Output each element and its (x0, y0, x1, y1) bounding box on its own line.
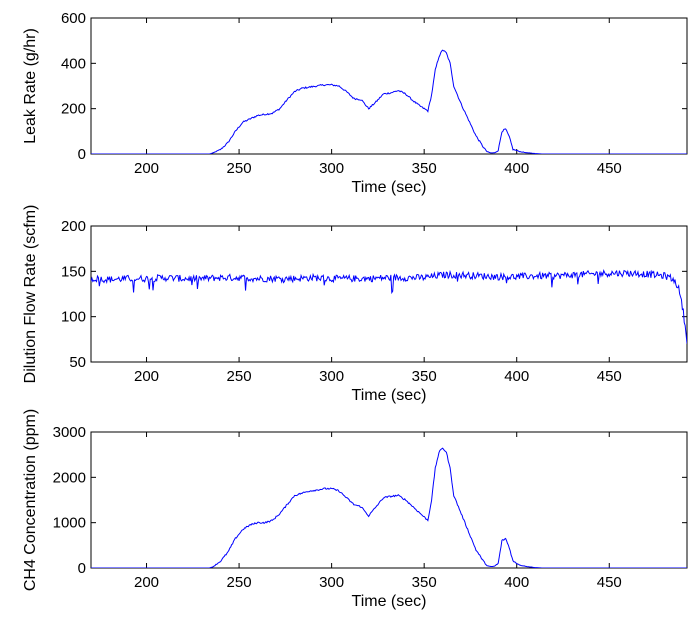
x-axis-label: Time (sec) (352, 593, 427, 610)
plot-frame (90, 225, 688, 363)
x-axis-label: Time (sec) (352, 387, 427, 404)
y-tick-label: 100 (61, 309, 86, 326)
series-line-leak-rate (91, 49, 687, 154)
y-tick-label: 3000 (53, 424, 86, 441)
y-tick-label: 150 (61, 263, 86, 280)
plot-frame (90, 431, 688, 569)
y-tick-label: 1000 (53, 515, 86, 532)
y-tick-label: 400 (61, 55, 86, 72)
y-axis-label: Dilution Flow Rate (scfm) (22, 205, 39, 384)
y-axis-label: CH4 Concentration (ppm) (22, 409, 39, 591)
y-axis-label: Leak Rate (g/hr) (22, 28, 39, 144)
chart-panel-leak-rate: 200 250 300 350 400 450 0 200 400 600 Time (sec) Le… (22, 10, 688, 196)
x-tick-label: 250 (227, 574, 252, 591)
x-tick-label: 250 (227, 160, 252, 177)
x-tick-label: 300 (319, 160, 344, 177)
x-tick-label: 400 (504, 160, 529, 177)
x-tick-label: 350 (412, 574, 437, 591)
x-tick-label: 400 (504, 368, 529, 385)
x-tick-label: 350 (412, 160, 437, 177)
y-tick-label: 200 (61, 101, 86, 118)
x-tick-label: 200 (134, 574, 159, 591)
y-tick-label: 600 (61, 10, 86, 27)
y-tick-label: 2000 (53, 469, 86, 486)
series-line-dilution-flow (91, 268, 687, 344)
x-tick-label: 450 (597, 160, 622, 177)
x-tick-label: 450 (597, 574, 622, 591)
y-tick-label: 50 (69, 354, 86, 371)
x-tick-label: 450 (597, 368, 622, 385)
x-tick-label: 300 (319, 574, 344, 591)
x-tick-label: 350 (412, 368, 437, 385)
x-tick-label: 400 (504, 574, 529, 591)
chart-panel-dilution-flow: 200 250 300 350 400 450 50 100 150 200 Time (sec) D… (22, 205, 688, 404)
plot-frame (90, 17, 688, 155)
series-line-ch4-concentration (91, 447, 687, 568)
x-tick-label: 200 (134, 368, 159, 385)
y-tick-label: 0 (78, 146, 86, 163)
y-tick-label: 0 (78, 560, 86, 577)
x-tick-label: 300 (319, 368, 344, 385)
y-tick-label: 200 (61, 218, 86, 235)
x-tick-label: 200 (134, 160, 159, 177)
chart-panel-ch4-concentration: 200 250 300 350 400 450 0 1000 2000 3000 Time (sec… (22, 409, 688, 610)
x-tick-label: 250 (227, 368, 252, 385)
x-axis-label: Time (sec) (352, 179, 427, 196)
